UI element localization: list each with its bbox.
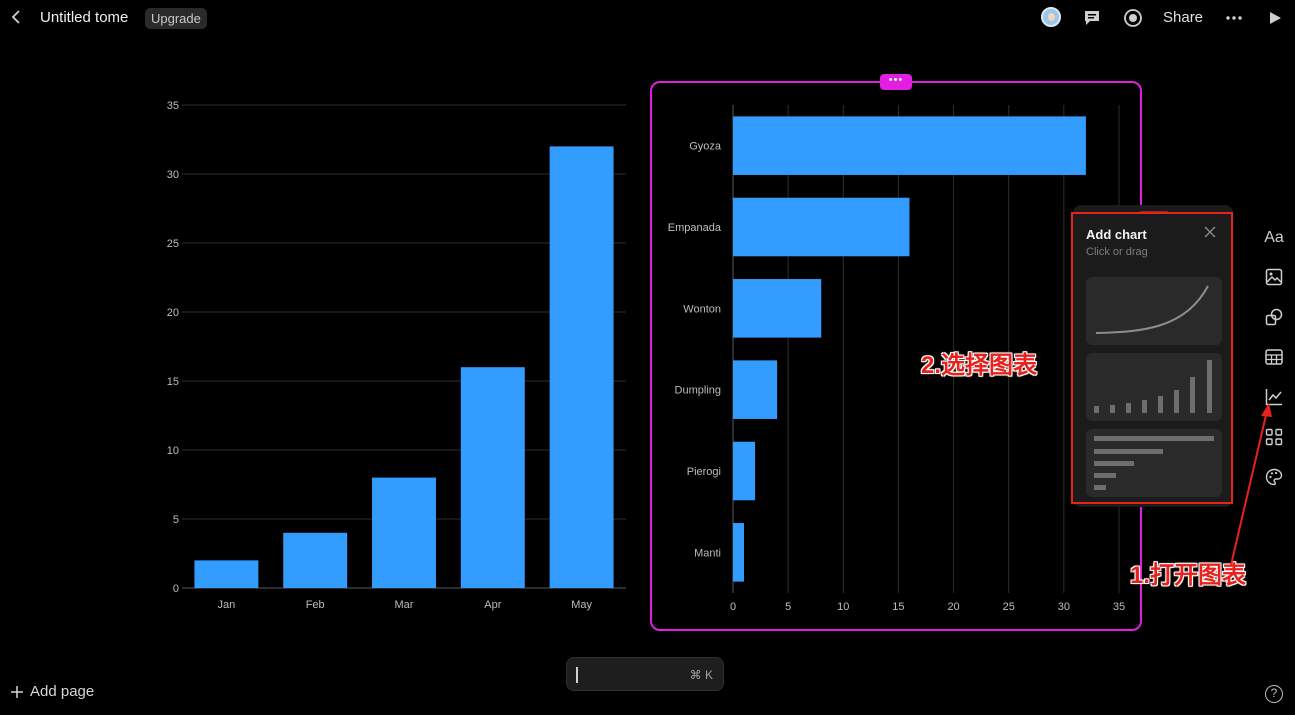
- annotation-step2: 2.选择图表: [921, 352, 1038, 379]
- y-tick-label: Manti: [694, 547, 721, 559]
- bar-chart-template[interactable]: [1086, 353, 1222, 421]
- bar-manti[interactable]: [733, 523, 745, 582]
- bar-apr[interactable]: [460, 367, 525, 588]
- shapes-tool-button[interactable]: [1262, 305, 1286, 329]
- avatar[interactable]: [1041, 7, 1061, 27]
- annotation-highlight-box: [1071, 212, 1233, 504]
- shapes-icon: [1265, 308, 1283, 326]
- bar-may[interactable]: [549, 146, 614, 588]
- command-input[interactable]: ⌘ K: [566, 657, 724, 691]
- x-tick-label: 5: [785, 601, 791, 613]
- horizontal-bar-chart-template[interactable]: [1086, 429, 1222, 497]
- add-page-label: Add page: [30, 683, 95, 700]
- vertical-bar-chart[interactable]: 0 5 10 15 20 25 30 35 Jan Feb Mar Apr May: [150, 90, 640, 620]
- table-icon: [1265, 349, 1283, 365]
- image-tool-button[interactable]: [1262, 265, 1286, 289]
- x-tick-label: Jan: [218, 599, 236, 611]
- y-tick-label: 25: [167, 238, 179, 250]
- y-tick-label: 35: [167, 100, 179, 112]
- top-bar: Untitled tome Upgrade Share: [0, 0, 1295, 36]
- x-tick-label: 20: [947, 601, 959, 613]
- back-button[interactable]: [6, 6, 26, 28]
- close-button[interactable]: [1201, 225, 1219, 243]
- add-chart-panel: Add chart Click or drag: [1073, 205, 1233, 507]
- x-tick-label: Apr: [484, 599, 501, 611]
- panel-subtitle: Click or drag: [1086, 246, 1148, 258]
- close-icon: [1204, 226, 1216, 238]
- horizontal-bar-chart-icon: [1094, 436, 1214, 490]
- help-button[interactable]: ?: [1265, 685, 1283, 703]
- y-tick-label: 0: [173, 583, 179, 595]
- chevron-left-icon: [11, 10, 20, 24]
- image-icon: [1265, 268, 1283, 286]
- annotation-arrow: [1230, 403, 1272, 566]
- command-shortcut: ⌘ K: [689, 668, 713, 682]
- x-tick-label: 35: [1113, 601, 1125, 613]
- grid-icon: [1265, 428, 1283, 446]
- x-tick-label: 10: [837, 601, 849, 613]
- y-tick-label: 20: [167, 307, 179, 319]
- text-caret: [576, 667, 578, 683]
- y-tick-label: 30: [167, 169, 179, 181]
- add-page-button[interactable]: Add page: [10, 683, 94, 700]
- present-button[interactable]: [1264, 7, 1286, 29]
- x-tick-label: Mar: [395, 599, 414, 611]
- x-tick-label: Feb: [306, 599, 325, 611]
- theme-tool-button[interactable]: [1262, 465, 1286, 489]
- y-tick-label: 15: [167, 376, 179, 388]
- bar-gyoza[interactable]: [733, 116, 1086, 175]
- chart-tool-button[interactable]: [1262, 385, 1286, 409]
- bar-feb[interactable]: [283, 532, 348, 588]
- chart-icon: [1265, 389, 1282, 406]
- share-button[interactable]: Share: [1163, 9, 1204, 26]
- bar-chart-icon: [1094, 360, 1212, 413]
- more-icon: [1226, 16, 1242, 20]
- comment-button[interactable]: [1081, 7, 1103, 29]
- comment-icon: [1085, 11, 1099, 25]
- record-icon: [1124, 9, 1142, 27]
- line-chart-icon: [1095, 285, 1209, 334]
- palette-icon: [1265, 468, 1283, 486]
- text-tool-button[interactable]: Aa: [1262, 226, 1286, 250]
- panel-title: Add chart: [1086, 227, 1147, 242]
- y-tick-label: 10: [167, 445, 179, 457]
- bar-pierogi[interactable]: [733, 441, 756, 501]
- x-tick-label: 15: [892, 601, 904, 613]
- text-icon: Aa: [1264, 229, 1284, 246]
- record-button[interactable]: [1122, 7, 1144, 29]
- upgrade-button[interactable]: Upgrade: [145, 8, 207, 29]
- x-tick-label: 25: [1003, 601, 1015, 613]
- y-tick-label: 5: [173, 514, 179, 526]
- y-tick-label: Empanada: [668, 222, 722, 234]
- x-tick-label: May: [571, 599, 592, 611]
- bar-mar[interactable]: [372, 477, 436, 588]
- horizontal-bar-chart[interactable]: 0 5 10 15 20 25 30 35 Gyoza Empanada Wonton Dumplin…: [652, 83, 1140, 629]
- x-tick-label: 0: [730, 601, 736, 613]
- table-tool-button[interactable]: [1262, 345, 1286, 369]
- grid-tool-button[interactable]: [1262, 425, 1286, 449]
- y-tick-label: Gyoza: [689, 141, 722, 153]
- play-icon: [1270, 12, 1281, 24]
- x-tick-label: 30: [1058, 601, 1070, 613]
- bar-wonton[interactable]: [733, 279, 822, 338]
- more-button[interactable]: [1223, 7, 1245, 29]
- plus-icon: [11, 685, 23, 698]
- y-tick-label: Wonton: [683, 303, 721, 315]
- bar-jan[interactable]: [194, 560, 259, 588]
- bar-dumpling[interactable]: [733, 360, 778, 419]
- line-chart-template[interactable]: [1086, 277, 1222, 345]
- y-tick-label: Pierogi: [687, 466, 721, 478]
- annotation-step1: 1.打开图表: [1130, 562, 1247, 589]
- document-title[interactable]: Untitled tome: [40, 9, 129, 26]
- chart-options-handle[interactable]: •••: [880, 74, 912, 90]
- y-tick-label: Dumpling: [675, 385, 721, 397]
- bar-empanada[interactable]: [733, 197, 910, 257]
